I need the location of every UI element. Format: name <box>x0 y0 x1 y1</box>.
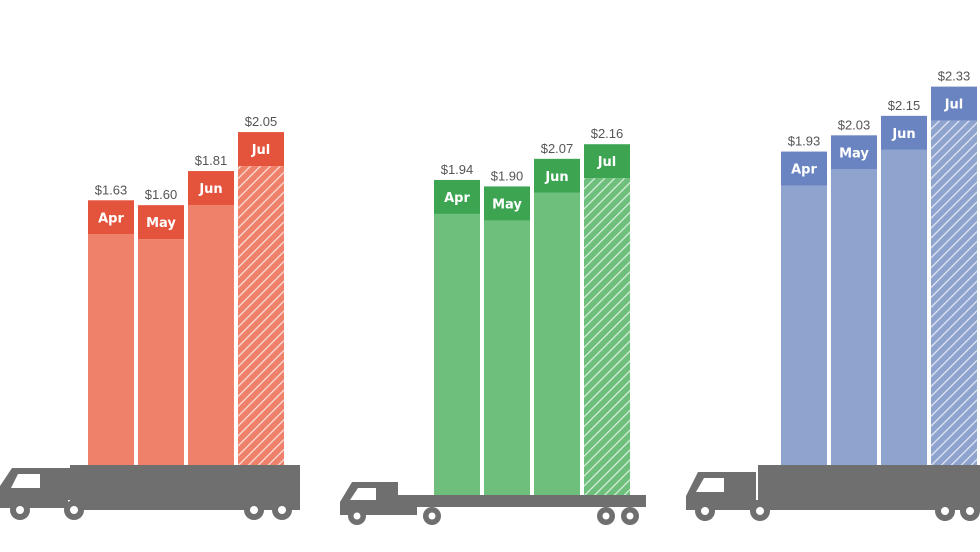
bar-cap-jun <box>188 171 234 206</box>
month-label: Apr <box>444 191 470 206</box>
bar-apr <box>88 234 134 465</box>
value-label: $2.03 <box>838 117 871 132</box>
month-label: Apr <box>791 163 817 178</box>
month-label: Jun <box>544 170 568 185</box>
bar-cap-jul <box>584 144 630 179</box>
bar-cap-apr <box>781 151 827 186</box>
bar-jul <box>931 120 977 465</box>
bar-jul <box>584 178 630 495</box>
value-label: $2.15 <box>888 98 921 113</box>
truck-1 <box>0 465 300 520</box>
bar-group-1: Apr $1.63 May $1.60 Jun $1.81 Jul $2.05 <box>88 114 284 465</box>
bar-cap-jul <box>238 132 284 167</box>
bar-cap-jun <box>881 115 927 150</box>
bar-cap-jun <box>534 158 580 193</box>
semi-truck-icon <box>340 482 646 525</box>
semi-truck-icon <box>0 465 300 520</box>
bar-jul <box>238 166 284 465</box>
month-label: Jul <box>251 143 271 158</box>
bar-jun <box>534 192 580 495</box>
month-label: May <box>146 216 176 231</box>
bar-cap-may <box>831 135 877 170</box>
bar-may <box>831 169 877 465</box>
bar-jun <box>881 149 927 465</box>
month-label: Jun <box>891 127 915 142</box>
value-label: $1.81 <box>195 153 228 168</box>
month-label: May <box>492 197 522 212</box>
semi-truck-icon <box>686 465 980 521</box>
value-label: $1.60 <box>145 187 178 202</box>
value-label: $2.33 <box>938 69 971 84</box>
value-label: $1.94 <box>441 162 474 177</box>
month-label: Jul <box>597 155 617 170</box>
bar-may <box>484 220 530 495</box>
truck-2 <box>340 482 646 525</box>
value-label: $1.90 <box>491 168 524 183</box>
bar-cap-apr <box>434 179 480 214</box>
bar-cap-jul <box>931 86 977 121</box>
bar-apr <box>434 213 480 495</box>
value-label: $1.63 <box>95 182 128 197</box>
month-label: Jun <box>198 182 222 197</box>
bar-cap-apr <box>88 200 134 235</box>
bar-group-2: Apr $1.94 May $1.90 Jun $2.07 Jul $2.16 <box>434 126 630 495</box>
bar-apr <box>781 185 827 465</box>
month-label: May <box>839 146 869 161</box>
value-label: $1.93 <box>788 134 821 149</box>
bar-may <box>138 239 184 465</box>
bar-cap-may <box>138 205 184 240</box>
month-label: Apr <box>98 211 124 226</box>
truck-3 <box>686 465 980 521</box>
month-label: Jul <box>944 98 964 113</box>
value-label: $2.16 <box>591 126 624 141</box>
bar-cap-may <box>484 186 530 221</box>
bar-group-3: Apr $1.93 May $2.03 Jun $2.15 Jul $2.33 <box>781 69 977 465</box>
bar-jun <box>188 205 234 465</box>
value-label: $2.05 <box>245 114 278 129</box>
value-label: $2.07 <box>541 141 574 156</box>
